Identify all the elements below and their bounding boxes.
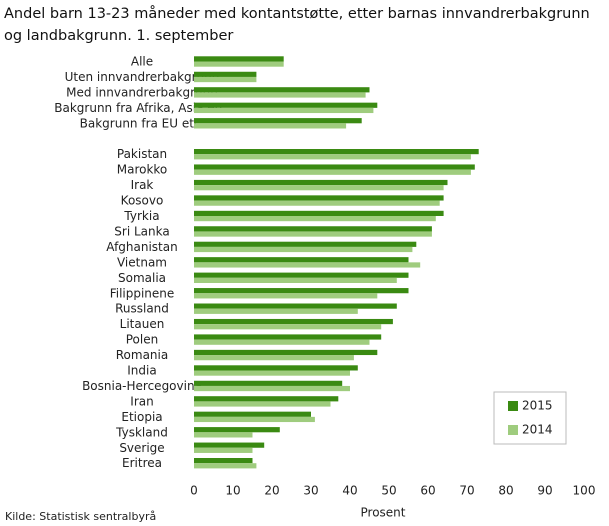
y-tick-label: Pakistan bbox=[117, 147, 167, 161]
bar bbox=[194, 107, 374, 114]
source: Kilde: Statistisk sentralbyrå bbox=[5, 510, 156, 523]
y-tick-label: Bakgrunn fra EU etc. bbox=[80, 116, 205, 130]
bar bbox=[194, 308, 358, 314]
bar bbox=[194, 411, 311, 417]
bar bbox=[194, 149, 479, 155]
bar bbox=[194, 87, 370, 93]
bar bbox=[194, 416, 315, 423]
y-tick-label: Marokko bbox=[117, 163, 168, 177]
y-tick-label: Kosovo bbox=[121, 194, 164, 208]
bar bbox=[194, 303, 397, 309]
y-tick-label: Litauen bbox=[120, 317, 165, 331]
legend-label: 2015 bbox=[522, 399, 553, 413]
bar bbox=[194, 458, 253, 464]
y-tick-label: Bosnia-Hercegovina bbox=[82, 379, 202, 393]
x-axis-label: Prosent bbox=[361, 506, 406, 520]
bar bbox=[194, 195, 444, 201]
x-tick-label: 0 bbox=[190, 484, 198, 498]
legend-label: 2014 bbox=[522, 423, 553, 437]
bar bbox=[194, 164, 475, 170]
y-tick-label: Somalia bbox=[118, 271, 166, 285]
bar bbox=[194, 76, 257, 83]
bar bbox=[194, 118, 362, 124]
bar bbox=[194, 339, 370, 345]
bar bbox=[194, 370, 350, 376]
bar bbox=[194, 246, 413, 253]
y-tick-label: Tyskland bbox=[115, 425, 168, 439]
bar bbox=[194, 293, 378, 299]
x-tick-label: 70 bbox=[459, 484, 474, 498]
y-tick-label: Alle bbox=[131, 55, 153, 69]
x-tick-label: 80 bbox=[498, 484, 513, 498]
y-tick-label: Tyrkia bbox=[123, 209, 159, 223]
bar bbox=[194, 154, 471, 160]
bar bbox=[194, 334, 382, 340]
bar bbox=[194, 179, 448, 186]
bar bbox=[194, 262, 421, 268]
y-tick-label: Iran bbox=[130, 394, 153, 408]
bar bbox=[194, 56, 284, 62]
y-tick-label: Etiopia bbox=[121, 410, 162, 424]
x-tick-label: 40 bbox=[342, 484, 357, 498]
bar bbox=[194, 61, 284, 67]
y-tick-label: Afghanistan bbox=[106, 240, 177, 254]
bar bbox=[194, 185, 444, 191]
y-tick-label: India bbox=[127, 364, 156, 378]
bar bbox=[194, 288, 409, 294]
y-tick-label: Uten innvandrerbakgrunn bbox=[65, 70, 220, 84]
x-tick-label: 60 bbox=[420, 484, 435, 498]
bar bbox=[194, 365, 358, 371]
bar bbox=[194, 241, 417, 247]
bar bbox=[194, 123, 347, 129]
bar bbox=[194, 432, 253, 438]
bar bbox=[194, 257, 409, 263]
y-tick-label: Sri Lanka bbox=[114, 224, 169, 238]
x-tick-label: 20 bbox=[264, 484, 279, 498]
bar bbox=[194, 442, 265, 448]
legend-swatch bbox=[508, 401, 518, 411]
x-tick-label: 30 bbox=[303, 484, 318, 498]
y-tick-label: Russland bbox=[115, 302, 169, 316]
bar bbox=[194, 210, 444, 216]
bar bbox=[194, 380, 343, 386]
y-tick-label: Sverige bbox=[119, 441, 164, 455]
bar bbox=[194, 318, 393, 325]
bar bbox=[194, 231, 432, 237]
bar bbox=[194, 169, 471, 175]
bar bbox=[194, 463, 257, 469]
legend-swatch bbox=[508, 425, 518, 435]
bar bbox=[194, 226, 432, 232]
x-tick-label: 90 bbox=[537, 484, 552, 498]
bar bbox=[194, 427, 280, 433]
x-tick-label: 100 bbox=[573, 484, 596, 498]
bar bbox=[194, 324, 382, 330]
bar bbox=[194, 272, 409, 278]
bar bbox=[194, 447, 253, 453]
y-tick-label: Eritrea bbox=[122, 456, 162, 470]
bar bbox=[194, 277, 397, 283]
y-tick-label: Romania bbox=[116, 348, 168, 362]
bar bbox=[194, 102, 378, 108]
bar bbox=[194, 92, 366, 98]
y-tick-label: Irak bbox=[131, 178, 154, 192]
bar bbox=[194, 200, 440, 206]
x-tick-label: 10 bbox=[225, 484, 240, 498]
bar bbox=[194, 355, 354, 361]
bar bbox=[194, 401, 331, 407]
bar bbox=[194, 216, 436, 222]
chart-title: Andel barn 13-23 måneder med kontantstøt… bbox=[4, 6, 590, 44]
y-tick-label: Bakgrunn fra Afrika, Asia etc. bbox=[54, 101, 230, 115]
bar bbox=[194, 385, 350, 392]
y-tick-label: Filippinene bbox=[110, 286, 175, 300]
bar bbox=[194, 71, 257, 77]
x-tick-label: 50 bbox=[381, 484, 396, 498]
y-tick-label: Med innvandrerbakgrunn bbox=[66, 85, 218, 99]
legend-box bbox=[493, 391, 567, 445]
bar bbox=[194, 349, 378, 356]
y-tick-label: Polen bbox=[126, 333, 158, 347]
y-tick-label: Vietnam bbox=[117, 255, 167, 269]
bar bbox=[194, 396, 339, 402]
